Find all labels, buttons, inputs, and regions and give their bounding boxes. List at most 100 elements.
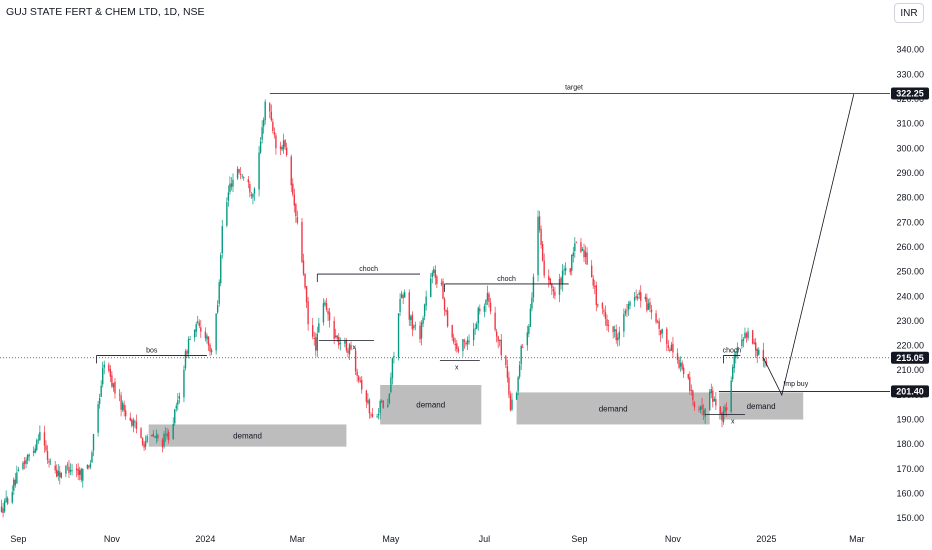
candle-body	[388, 393, 391, 404]
candle-body	[463, 340, 466, 342]
candle-body	[261, 127, 263, 140]
candle-body	[56, 469, 58, 477]
candle-body	[54, 465, 56, 471]
demand-zone-label: demand	[416, 401, 445, 410]
candle-body	[597, 304, 599, 306]
candle-body	[238, 169, 240, 173]
price-badge-label: 215.05	[896, 353, 924, 363]
candle-body	[134, 421, 136, 423]
candle-body	[177, 400, 179, 405]
candle-body	[325, 303, 328, 310]
price-badge	[891, 351, 929, 364]
y-tick-label: 270.00	[896, 217, 924, 227]
candle-body	[508, 377, 510, 395]
candle-body	[102, 368, 104, 385]
candle-body	[627, 303, 630, 310]
candle-body	[371, 414, 374, 417]
price-badge	[891, 385, 929, 398]
candle-body	[312, 325, 314, 337]
candle-body	[296, 217, 299, 223]
candle-body	[318, 323, 320, 333]
candle-body	[204, 331, 207, 339]
candle-body	[65, 465, 67, 474]
candle-body	[532, 276, 535, 298]
candle-body	[422, 318, 424, 324]
candle-body	[403, 292, 406, 298]
y-axis[interactable]: 150.00160.00170.00180.00190.00200.00210.…	[896, 45, 924, 523]
candle-body	[356, 371, 358, 376]
candle-body	[575, 241, 578, 243]
candle-body	[655, 313, 657, 323]
candle-body	[659, 330, 662, 335]
y-tick-label: 190.00	[896, 415, 924, 425]
candle-body	[656, 321, 659, 323]
candle-body	[43, 432, 46, 446]
x-axis[interactable]: Sep Nov 2024 Mar May Jul Sep Nov 2025 Mar	[10, 534, 864, 544]
candle-body	[103, 364, 105, 368]
currency-button[interactable]: INR	[894, 3, 924, 23]
candle-body	[316, 333, 319, 351]
candle-body	[500, 339, 502, 356]
x-tick-label: Sep	[571, 534, 587, 544]
x-tick-label: 2024	[195, 534, 215, 544]
candle-body	[580, 242, 582, 253]
swing-low-mark: x	[352, 345, 356, 352]
demand-zone-label: demand	[747, 402, 776, 411]
y-tick-label: 230.00	[896, 316, 924, 326]
candle-body	[6, 498, 9, 504]
candle-body	[178, 396, 181, 399]
candle-body	[725, 407, 728, 411]
candle-body	[218, 282, 220, 304]
candle-body	[672, 343, 674, 353]
candle-body	[489, 302, 492, 312]
candle-body	[581, 248, 584, 251]
candle-body	[270, 111, 273, 121]
candle-body	[411, 314, 414, 330]
candle-body	[161, 439, 164, 448]
candle-body	[163, 433, 165, 447]
candle-body	[304, 273, 306, 288]
candle-body	[350, 345, 352, 350]
candle-body	[702, 410, 705, 416]
candle-body	[281, 146, 283, 150]
candle-body	[732, 366, 734, 380]
candle-body	[86, 464, 89, 469]
candle-body	[719, 407, 722, 414]
candle-body	[66, 464, 69, 466]
candle-body	[410, 316, 412, 321]
candle-body	[667, 345, 670, 349]
structure-label: bos	[146, 347, 158, 354]
candle-body	[322, 303, 325, 323]
candle-body	[97, 404, 99, 433]
y-tick-label: 260.00	[896, 242, 924, 252]
candle-body	[453, 337, 455, 343]
candle-body	[206, 335, 208, 340]
candle-body	[216, 305, 219, 313]
candle-body	[465, 342, 467, 345]
candle-body	[166, 433, 168, 437]
candle-body	[499, 339, 501, 341]
candle-body	[3, 500, 6, 512]
candle-body	[698, 408, 700, 410]
candle-body	[551, 284, 553, 289]
candle-body	[531, 297, 533, 309]
candle-body	[762, 349, 765, 362]
candle-body	[121, 402, 124, 410]
candle-body	[45, 445, 47, 451]
x-tick-label: May	[382, 534, 400, 544]
price-badges: 322.25 215.05 201.40	[891, 87, 929, 398]
candle-body	[618, 331, 620, 339]
candle-body	[11, 492, 13, 503]
candle-body	[144, 441, 147, 447]
candle-body	[109, 369, 112, 377]
candle-body	[594, 285, 596, 287]
y-tick-label: 160.00	[896, 488, 924, 498]
candle-body	[123, 404, 125, 412]
candle-body	[108, 364, 110, 371]
candle-body	[380, 401, 383, 403]
candle-body	[324, 302, 326, 305]
candle-body	[279, 146, 282, 149]
candle-body	[13, 479, 15, 491]
candle-body	[252, 193, 254, 198]
